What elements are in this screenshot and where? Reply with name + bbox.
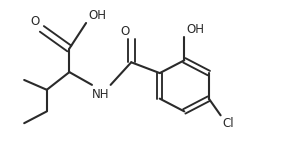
Text: O: O: [31, 15, 40, 28]
Text: OH: OH: [186, 23, 204, 36]
Text: Cl: Cl: [223, 117, 234, 130]
Text: OH: OH: [88, 9, 106, 22]
Text: O: O: [120, 25, 129, 38]
Text: NH: NH: [92, 88, 110, 101]
